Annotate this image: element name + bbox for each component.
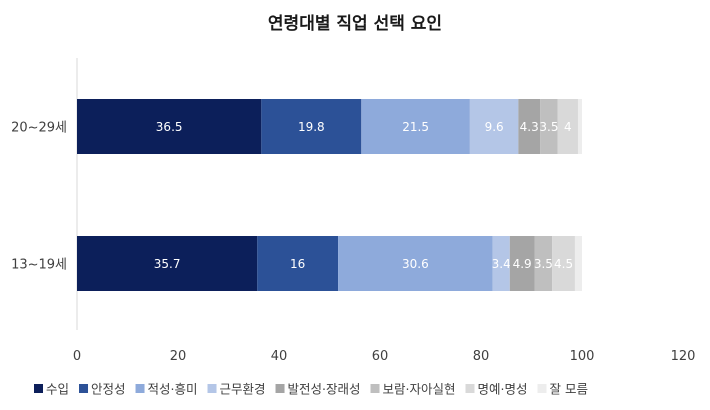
x-tick-label: 60 [372, 349, 389, 364]
data-label: 30.6 [402, 257, 429, 271]
x-tick-label: 80 [473, 349, 490, 364]
data-label: 21.5 [402, 120, 429, 134]
bar-segment [557, 99, 578, 154]
data-label: 35.7 [154, 257, 181, 271]
bar-segment [540, 99, 558, 154]
bar-segment [492, 236, 510, 291]
legend-label: 적성·흥미 [148, 382, 198, 397]
bar-segment [552, 236, 575, 291]
legend-label: 안정성 [91, 382, 126, 397]
bar-segment [77, 236, 258, 291]
data-label: 4.3 [520, 120, 539, 134]
legend-label: 근무환경 [220, 382, 266, 397]
x-tick-label: 20 [170, 349, 187, 364]
x-tick-label: 120 [671, 349, 696, 364]
data-label: 36.5 [156, 120, 183, 134]
legend-swatch [465, 384, 475, 393]
legend-swatch [34, 384, 43, 393]
category-labels: 20~29세 13~19세 [11, 121, 67, 273]
bar-segment [469, 99, 519, 154]
legend-label: 잘 모름 [549, 382, 587, 397]
legend-swatch [275, 384, 285, 393]
legend-label: 명예·명성 [478, 382, 528, 397]
legend-label: 보람·자아실현 [383, 382, 456, 397]
legend-swatch [370, 384, 380, 393]
bar-segment [518, 99, 541, 154]
legend-label: 발전성·장래성 [288, 382, 361, 397]
data-label: 19.8 [298, 120, 325, 134]
data-label: 4 [564, 120, 572, 134]
bar-segment [77, 99, 262, 154]
legend: 수입 안정성 적성·흥미 근무환경 발전성·장래성 보람·자아실현 명예·명성 잘 모름 [34, 382, 588, 397]
legend-swatch [207, 384, 217, 393]
x-tick-label: 100 [570, 349, 595, 364]
legend-swatch [537, 384, 547, 393]
x-axis-ticks: 0 20 40 60 80 100 120 [73, 349, 696, 364]
data-label: 3.4 [492, 257, 511, 271]
legend-label: 수입 [46, 382, 69, 397]
legend-swatch [135, 384, 145, 393]
data-label: 3.5 [539, 120, 558, 134]
bar-segment [534, 236, 553, 291]
x-tick-label: 40 [271, 349, 288, 364]
bars: 36.5 19.8 21.5 9.6 4.3 3.5 435.7 16 30.6 3.4 4.9 3.… [77, 99, 582, 291]
bar-segment [361, 99, 470, 154]
bar-segment [257, 236, 339, 291]
category-label: 13~19세 [11, 258, 67, 273]
bar-segment [338, 236, 493, 291]
bar-segment [577, 99, 582, 154]
data-label: 9.6 [485, 120, 504, 134]
data-label: 3.5 [534, 257, 553, 271]
bar-segment [574, 236, 582, 291]
bar-segment [509, 236, 535, 291]
data-label: 16 [290, 257, 305, 271]
data-label: 4.9 [513, 257, 532, 271]
category-label: 20~29세 [11, 121, 67, 136]
data-label: 4.5 [554, 257, 573, 271]
x-tick-label: 0 [73, 349, 81, 364]
bar-segment [261, 99, 362, 154]
legend-swatch [79, 384, 89, 393]
chart-title: 연령대별 직업 선택 요인 [268, 13, 442, 34]
